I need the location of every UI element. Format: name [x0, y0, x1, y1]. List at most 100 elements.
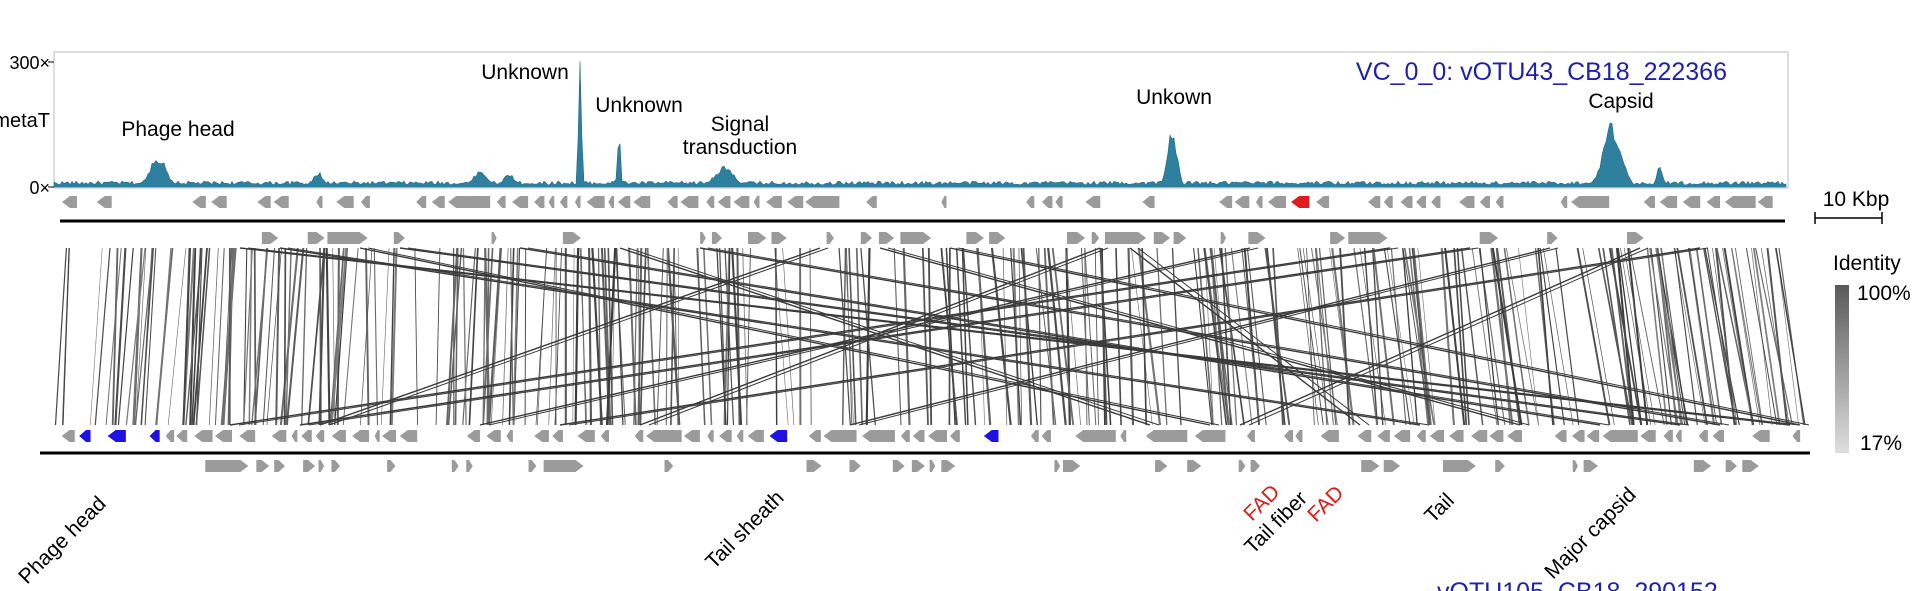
top-gene-arrows — [62, 196, 1773, 244]
annotation-phage-head: Phage head — [121, 118, 234, 141]
gene-arrow — [1429, 430, 1445, 442]
gene-arrow — [700, 232, 706, 244]
synteny-link — [191, 247, 202, 426]
synteny-link — [195, 247, 211, 426]
gene-arrow — [1220, 232, 1227, 244]
gene-arrow — [512, 196, 529, 208]
synteny-link — [670, 247, 676, 426]
synteny-link — [1246, 247, 1267, 426]
bottom-genome-map — [40, 430, 1810, 472]
synteny-link — [318, 247, 326, 426]
synteny-link — [1383, 247, 1411, 426]
synteny-link — [279, 247, 299, 426]
synteny-link — [1456, 247, 1470, 426]
synteny-link — [1505, 247, 1539, 426]
gene-arrow — [1675, 430, 1682, 442]
gene-arrow — [747, 430, 764, 442]
gene-arrow — [1194, 430, 1226, 442]
gene-arrow — [719, 430, 732, 442]
gene-arrow — [787, 196, 804, 208]
gene-arrow — [176, 430, 188, 442]
synteny-link — [1731, 247, 1763, 426]
gene-arrow — [1295, 430, 1303, 442]
gene-arrow — [1041, 196, 1053, 208]
synteny-link — [1676, 247, 1709, 426]
gene-arrow — [431, 196, 445, 208]
gene-arrow — [211, 196, 227, 208]
gene-arrow — [586, 196, 605, 208]
gene-arrow — [1246, 430, 1255, 442]
gene-arrow — [1316, 196, 1330, 208]
gene-arrow — [1357, 430, 1372, 442]
gene-arrow — [1173, 232, 1187, 244]
synteny-link — [1306, 247, 1315, 426]
synteny-link — [1775, 247, 1806, 426]
scale-bar-label: 10 Kbp — [1823, 188, 1890, 211]
gene-arrow — [1066, 232, 1086, 244]
gene-arrow — [194, 430, 213, 442]
synteny-link — [414, 247, 418, 426]
gene-arrow — [950, 430, 960, 442]
synteny-link — [1331, 247, 1355, 426]
gene-arrow — [562, 232, 581, 244]
gene-arrow — [1479, 232, 1499, 244]
gene-arrow — [1725, 460, 1738, 472]
synteny-link — [140, 247, 155, 426]
synteny-link — [1778, 247, 1805, 426]
gene-arrow — [1627, 232, 1644, 244]
synteny-link — [677, 247, 680, 426]
synteny-link — [512, 247, 519, 426]
synteny-link — [1084, 247, 1088, 426]
synteny-link — [591, 247, 603, 426]
label-major-capsid: Major capsid — [1540, 483, 1640, 583]
synteny-link — [1386, 247, 1415, 426]
gene-arrow — [664, 460, 674, 472]
gene-arrow — [79, 430, 91, 442]
gene-arrow — [1153, 232, 1171, 244]
synteny-link — [1084, 247, 1097, 426]
synteny-link — [1248, 247, 1649, 426]
synteny-link — [399, 247, 1681, 426]
gene-arrow — [1572, 460, 1578, 472]
synteny-link — [1094, 247, 1099, 426]
gene-arrow — [96, 196, 112, 208]
synteny-link — [1403, 247, 1435, 426]
synteny-link — [1582, 247, 1615, 426]
gene-arrow — [769, 430, 788, 442]
synteny-link — [1704, 247, 1740, 426]
gene-arrow — [966, 232, 984, 244]
synteny-link — [238, 247, 1399, 426]
gene-arrow — [291, 430, 298, 442]
synteny-link — [945, 247, 956, 426]
gene-arrow — [496, 196, 506, 208]
gene-arrow — [416, 196, 427, 208]
gene-arrow — [766, 196, 782, 208]
synteny-link — [132, 247, 142, 426]
synteny-link — [774, 247, 789, 426]
synteny-link — [446, 247, 459, 426]
synteny-link — [978, 247, 985, 426]
gene-arrow — [1471, 430, 1488, 442]
gene-arrow — [257, 196, 271, 208]
gene-arrow — [1583, 460, 1599, 472]
synteny-link — [1752, 247, 1781, 426]
scale-bar: 10 Kbp — [1814, 188, 1890, 224]
coverage-track — [53, 61, 1787, 188]
synteny-link — [105, 247, 122, 426]
synteny-link — [1617, 247, 1643, 426]
gene-arrow — [1640, 430, 1656, 442]
synteny-link — [134, 247, 154, 426]
gene-arrow — [506, 430, 513, 442]
gene-arrow — [1383, 460, 1401, 472]
gene-arrow — [1495, 460, 1505, 472]
synteny-link — [328, 247, 829, 426]
synteny-link — [262, 247, 276, 426]
coverage-area — [53, 61, 1787, 188]
synteny-link — [1156, 247, 1168, 426]
gene-arrow — [806, 460, 822, 472]
gene-arrow — [301, 430, 312, 442]
synteny-link — [283, 247, 287, 426]
gene-arrow — [451, 460, 459, 472]
synteny-link — [208, 247, 219, 426]
synteny-link — [266, 247, 282, 426]
